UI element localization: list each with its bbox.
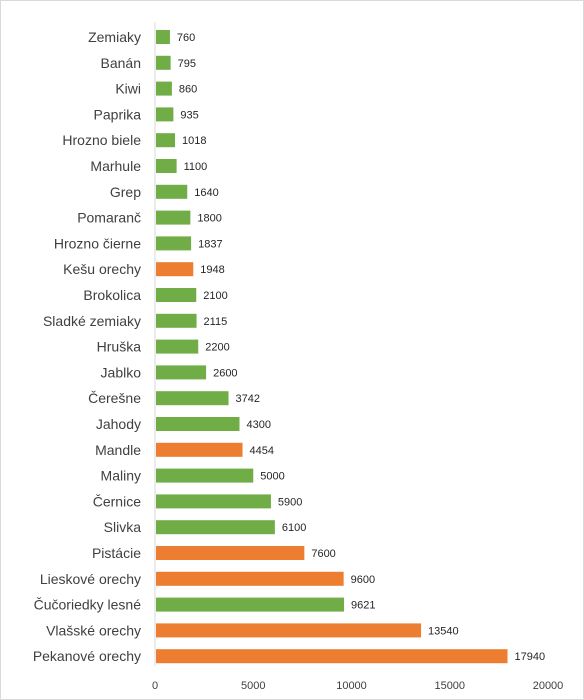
category-label: Marhule xyxy=(90,158,141,174)
x-tick-label: 10000 xyxy=(336,680,367,692)
bar xyxy=(156,546,305,560)
data-label: 2100 xyxy=(203,290,227,302)
category-label: Čučoriedky lesné xyxy=(34,597,142,613)
data-label: 760 xyxy=(177,32,195,44)
bar xyxy=(156,442,243,457)
data-label: 2115 xyxy=(204,316,228,328)
category-label: Slivka xyxy=(104,519,142,535)
bar xyxy=(156,313,197,328)
category-label: Vlašské orechy xyxy=(46,622,141,638)
data-label: 7600 xyxy=(311,548,335,560)
data-label: 1018 xyxy=(182,135,206,147)
bar xyxy=(156,236,192,251)
data-label: 1948 xyxy=(200,264,224,276)
category-label: Pomaranč xyxy=(77,210,141,226)
category-label: Kiwi xyxy=(115,81,141,97)
category-label: Hruška xyxy=(97,339,142,355)
bar xyxy=(156,107,174,122)
category-label: Lieskové orechy xyxy=(40,571,141,587)
bar xyxy=(156,288,197,302)
category-label: Pekanové orechy xyxy=(33,648,141,664)
data-label: 9621 xyxy=(351,600,375,612)
x-tick-label: 5000 xyxy=(241,680,265,692)
data-label: 795 xyxy=(178,58,196,70)
bar xyxy=(156,468,254,483)
bar xyxy=(156,494,271,509)
category-label: Mandle xyxy=(95,442,141,458)
x-tick-label: 15000 xyxy=(434,680,465,692)
bar xyxy=(156,649,508,664)
bar xyxy=(156,81,172,96)
data-label: 17940 xyxy=(515,651,546,663)
category-label: Sladké zemiaky xyxy=(43,313,141,329)
data-label: 2200 xyxy=(205,342,229,354)
bar xyxy=(156,417,240,431)
category-label: Kešu orechy xyxy=(63,261,141,277)
bar xyxy=(156,520,275,535)
bar xyxy=(156,339,199,354)
category-label: Jahody xyxy=(96,416,141,432)
category-label: Banán xyxy=(101,55,141,71)
data-label: 4300 xyxy=(246,419,270,431)
category-label: Čerešne xyxy=(88,390,141,406)
data-label: 13540 xyxy=(428,625,459,637)
bar xyxy=(156,262,194,277)
data-label: 6100 xyxy=(282,522,306,534)
bar xyxy=(156,597,345,612)
bar xyxy=(156,55,171,70)
bar xyxy=(156,365,207,380)
category-label: Hrozno biele xyxy=(62,132,141,148)
category-label: Paprika xyxy=(94,106,142,122)
x-tick-label: 20000 xyxy=(533,680,564,692)
category-label: Zemiaky xyxy=(88,29,141,45)
bar xyxy=(156,133,176,148)
bar xyxy=(156,184,188,199)
data-label: 3742 xyxy=(236,393,260,405)
category-label: Jablko xyxy=(101,364,142,380)
bar xyxy=(156,30,170,44)
data-label: 9600 xyxy=(351,574,375,586)
bar xyxy=(156,159,177,173)
x-tick-label: 0 xyxy=(152,680,158,692)
data-label: 1100 xyxy=(184,161,208,173)
category-label: Grep xyxy=(110,184,141,200)
data-label: 860 xyxy=(179,84,197,96)
category-label: Černice xyxy=(93,493,141,509)
data-label: 4454 xyxy=(250,445,274,457)
category-label: Hrozno čierne xyxy=(54,235,141,251)
bar xyxy=(156,210,191,225)
category-label: Pistácie xyxy=(92,545,141,561)
data-label: 5900 xyxy=(278,496,302,508)
data-label: 2600 xyxy=(213,367,237,379)
bar xyxy=(156,623,422,638)
bar xyxy=(156,571,344,586)
data-label: 1640 xyxy=(194,187,218,199)
data-label: 1800 xyxy=(197,213,221,225)
data-label: 935 xyxy=(180,109,198,121)
data-label: 5000 xyxy=(260,471,284,483)
category-label: Maliny xyxy=(101,468,141,484)
data-label: 1837 xyxy=(198,238,222,250)
category-label: Brokolica xyxy=(83,287,141,303)
bar xyxy=(156,391,229,406)
